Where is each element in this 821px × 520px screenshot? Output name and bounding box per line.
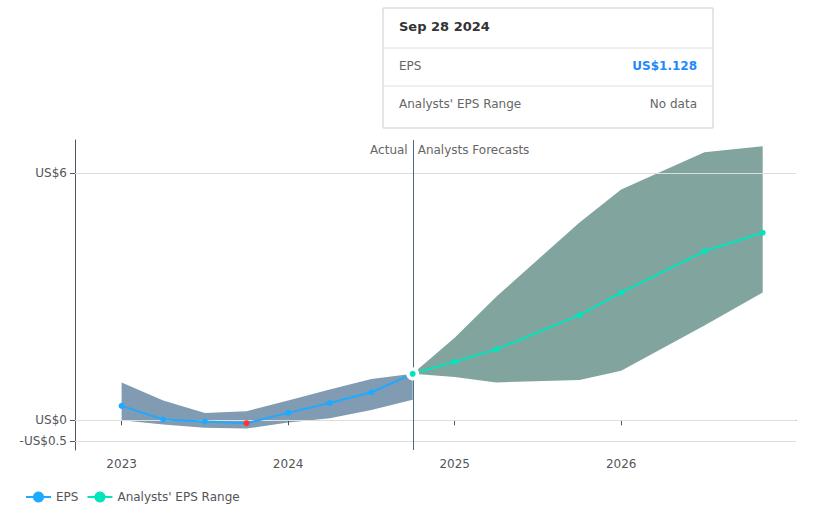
svg-text:2024: 2024 xyxy=(273,457,304,471)
svg-text:Actual: Actual xyxy=(370,143,408,157)
svg-text:2025: 2025 xyxy=(439,457,470,471)
svg-text:-US$0.5: -US$0.5 xyxy=(20,434,67,448)
svg-text:Analysts' EPS Range: Analysts' EPS Range xyxy=(117,490,239,504)
svg-text:US$0: US$0 xyxy=(35,413,67,427)
svg-text:Analysts Forecasts: Analysts Forecasts xyxy=(418,143,530,157)
svg-text:US$1.128: US$1.128 xyxy=(632,59,697,73)
svg-text:No data: No data xyxy=(650,97,697,111)
svg-text:2026: 2026 xyxy=(606,457,637,471)
svg-text:EPS: EPS xyxy=(56,490,78,504)
svg-text:EPS: EPS xyxy=(399,59,421,73)
svg-text:Sep 28 2024: Sep 28 2024 xyxy=(399,19,490,34)
svg-text:US$6: US$6 xyxy=(35,166,67,180)
svg-text:Analysts' EPS Range: Analysts' EPS Range xyxy=(399,97,521,111)
svg-text:2023: 2023 xyxy=(106,457,137,471)
